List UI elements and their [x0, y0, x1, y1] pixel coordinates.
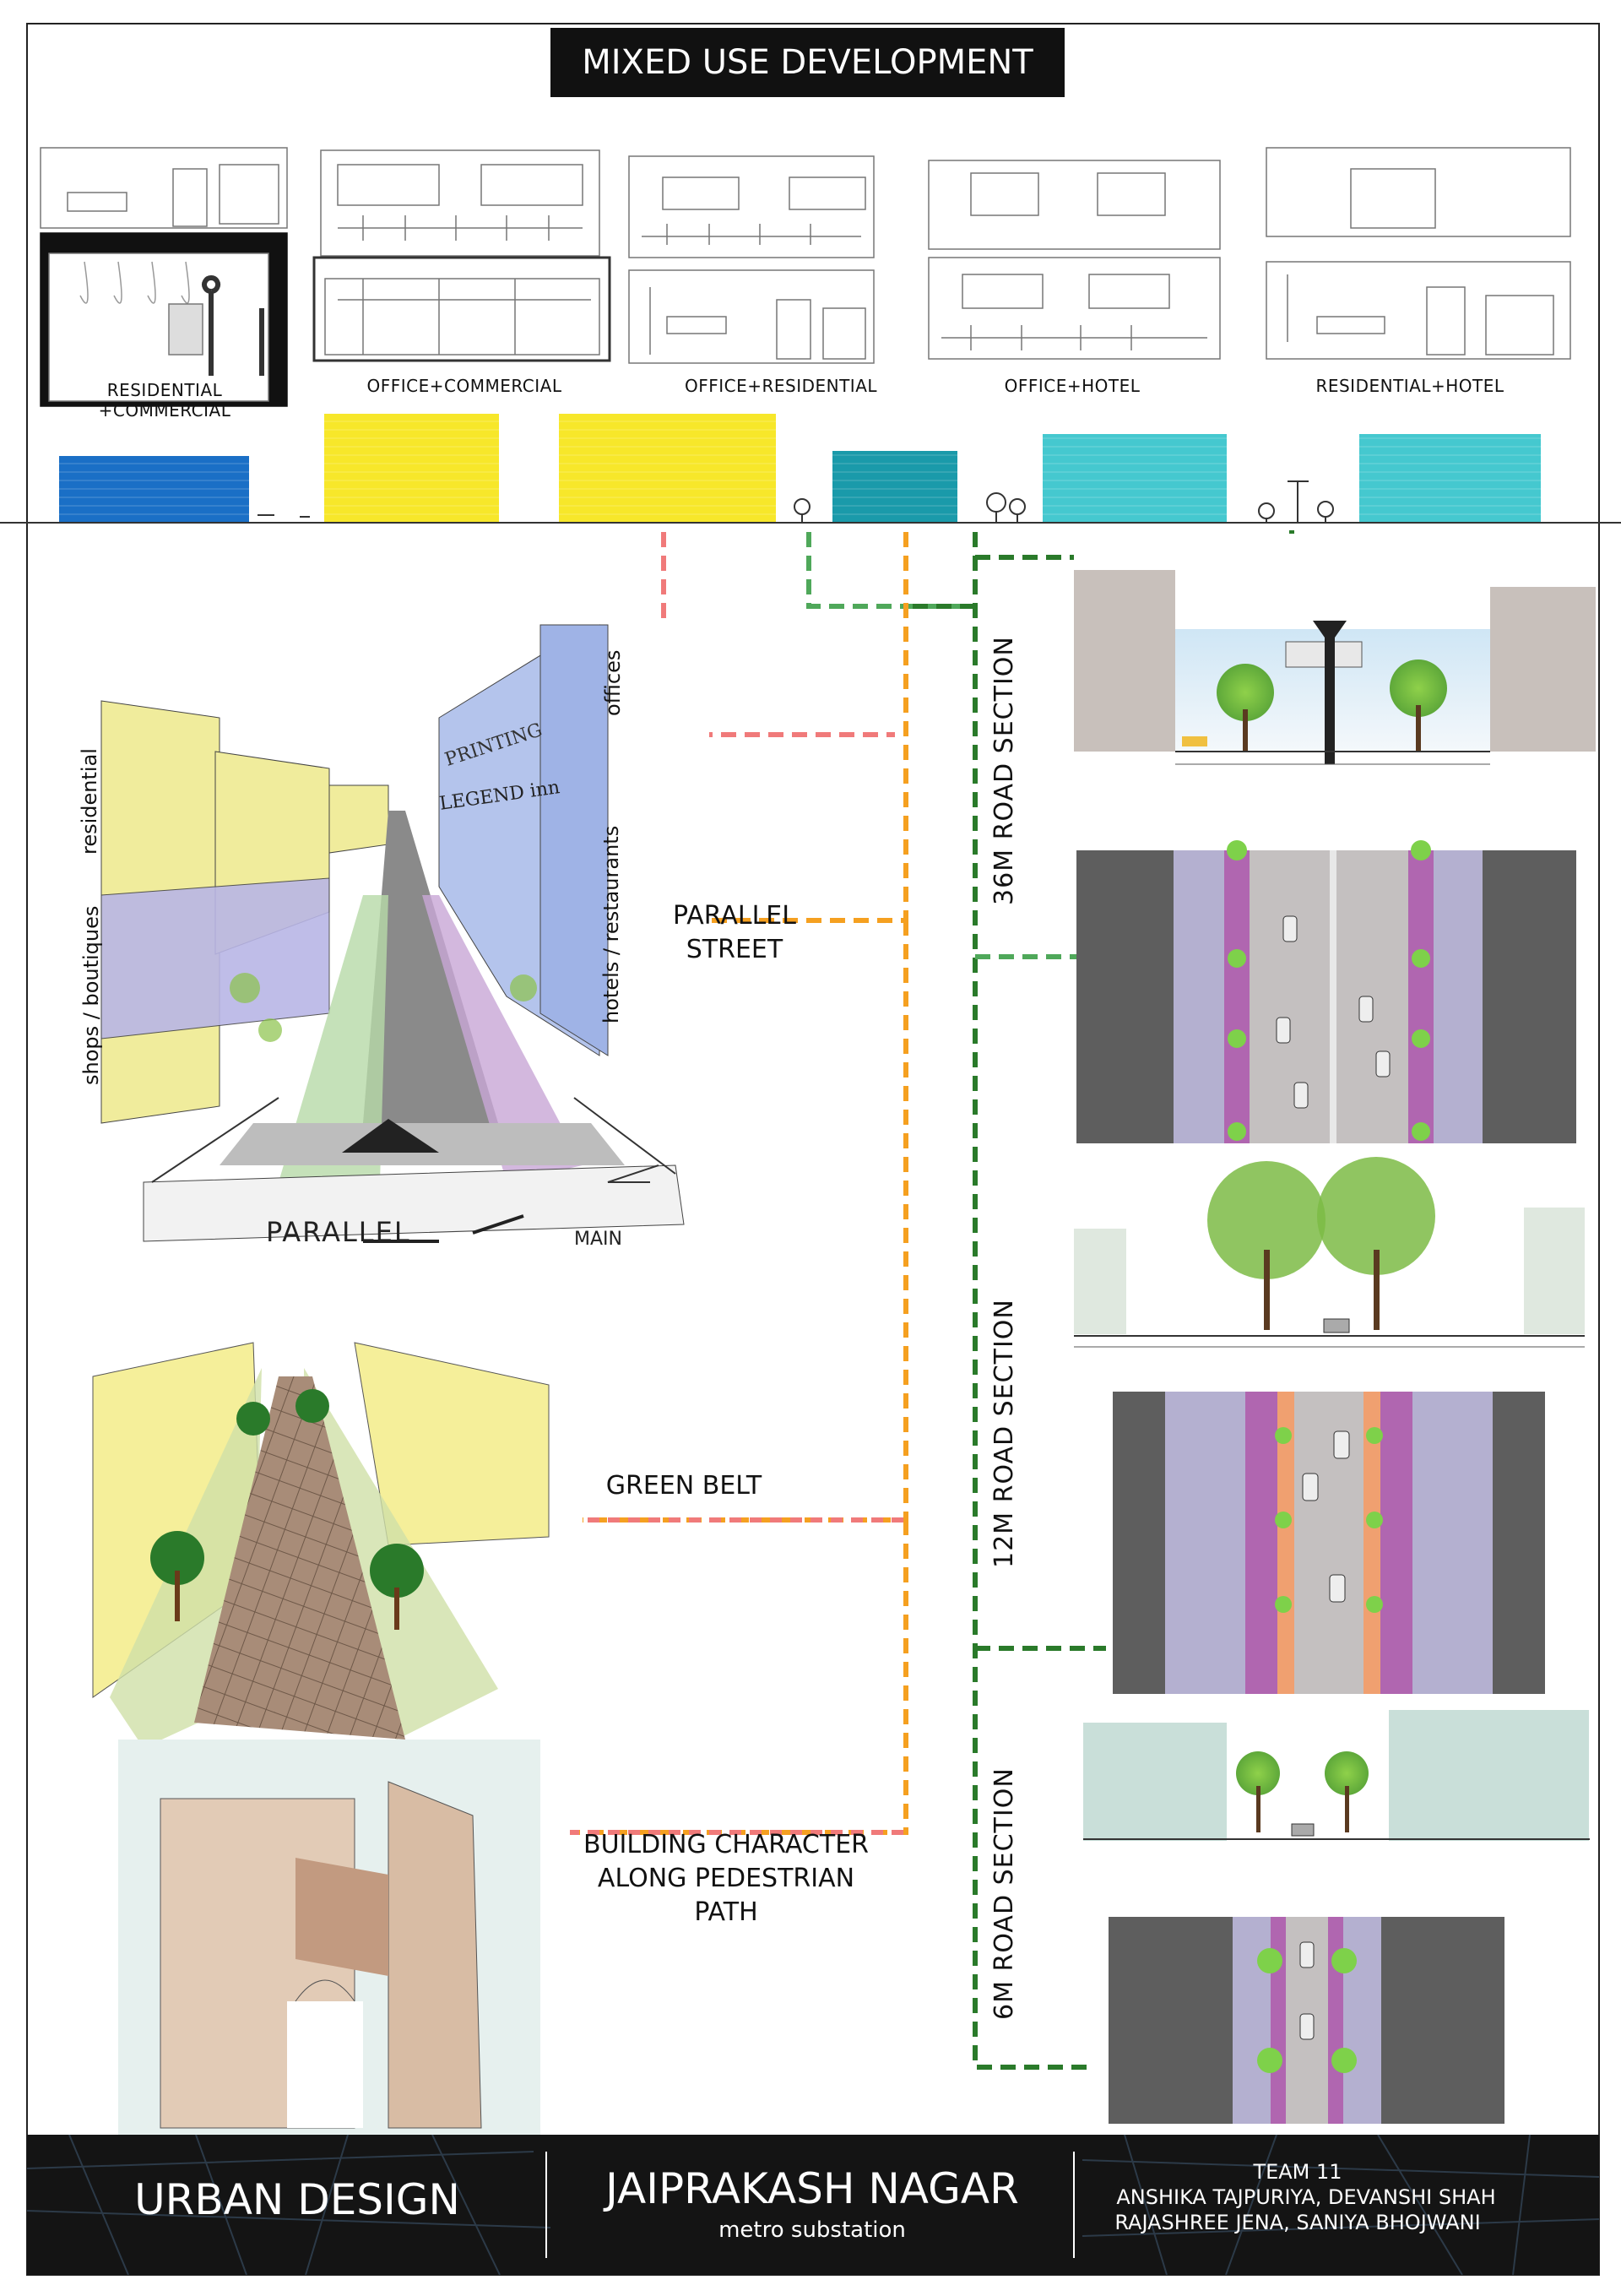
- sketch-label-residential: residential: [78, 748, 101, 855]
- label-parallel-street-line2: STREET: [686, 935, 783, 964]
- footer-members-2: RAJASHREE JENA, SANIYA BHOJWANI: [1114, 2211, 1481, 2234]
- footer-map-texture: [27, 2135, 1599, 2275]
- road12-elevation: [1074, 1157, 1585, 1348]
- sketch-label-hotels: hotels / restaurants: [599, 825, 623, 1023]
- sketch-label-shops: shops / boutiques: [79, 905, 103, 1085]
- road36-plan: [1076, 840, 1576, 1143]
- type-label-4: OFFICE+HOTEL: [1004, 376, 1141, 396]
- road6-elevation: [1083, 1710, 1590, 1848]
- label-building-character: BUILDING CHARACTER ALONG PEDESTRIAN PATH: [557, 1828, 895, 1930]
- building-character-sketch: [118, 1740, 540, 2136]
- type-label-3: OFFICE+RESIDENTIAL: [684, 376, 878, 396]
- type-label-1: RESIDENTIAL +COMMERCIAL: [72, 380, 258, 421]
- footer-location: JAIPRAKASH NAGAR: [605, 2164, 1019, 2213]
- sketch-label-offices: offices: [601, 649, 625, 716]
- label-parallel-street: PARALLEL STREET: [642, 899, 827, 967]
- massing-blocks: [0, 414, 1621, 524]
- green-belt-sketch: [92, 1342, 550, 1756]
- label-12m-road-section: 12M ROAD SECTION: [989, 1299, 1019, 1568]
- label-building-character-line1: BUILDING CHARACTER: [583, 1830, 869, 1859]
- footer-team: TEAM 11: [1253, 2160, 1342, 2184]
- type-label-2: OFFICE+COMMERCIAL: [366, 376, 562, 396]
- label-building-character-line2: ALONG PEDESTRIAN: [597, 1864, 855, 1893]
- road6-plan: [1109, 1917, 1504, 2124]
- footer-subtitle: metro substation: [718, 2217, 906, 2243]
- parallel-street-sketch: [100, 624, 709, 1267]
- interior-sections: [40, 147, 1571, 407]
- footer-bar: URBAN DESIGN JAIPRAKASH NAGAR metro subs…: [27, 2135, 1599, 2275]
- type-label-5: RESIDENTIAL+HOTEL: [1315, 376, 1504, 396]
- footer-urban-design: URBAN DESIGN: [134, 2175, 460, 2224]
- label-green-belt: GREEN BELT: [605, 1471, 762, 1501]
- label-building-character-line3: PATH: [694, 1897, 758, 1927]
- sketch-label-main: MAIN: [574, 1229, 622, 1250]
- road36-elevation: [1074, 534, 1597, 765]
- footer-members-1: ANSHIKA TAJPURIYA, DEVANSHI SHAH: [1116, 2185, 1496, 2209]
- sheet-border: [26, 23, 1600, 2276]
- type-label-1-line1: RESIDENTIAL: [106, 380, 223, 400]
- type-label-1-line2: +COMMERCIAL: [98, 400, 231, 421]
- label-6m-road-section: 6M ROAD SECTION: [989, 1767, 1019, 2020]
- sketch-label-parallel: PARALLEL: [266, 1216, 411, 1248]
- label-36m-road-section: 36M ROAD SECTION: [989, 636, 1019, 905]
- page-title: MIXED USE DEVELOPMENT: [550, 28, 1065, 97]
- road12-plan: [1113, 1392, 1545, 1694]
- label-parallel-street-line1: PARALLEL: [673, 901, 796, 931]
